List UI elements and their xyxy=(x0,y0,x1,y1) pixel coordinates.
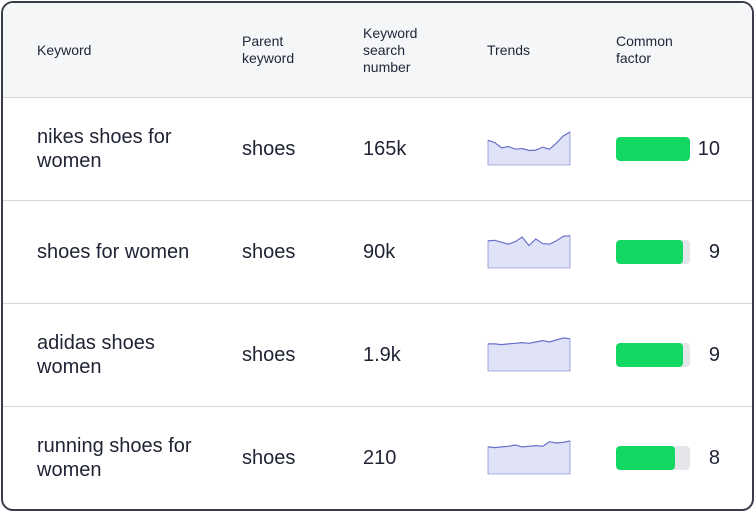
common-factor-cell: 8 xyxy=(616,407,726,509)
parent-keyword-cell: shoes xyxy=(242,343,296,366)
trend-line xyxy=(487,131,571,152)
common-factor-bar-fill xyxy=(616,446,676,470)
trend-cell xyxy=(487,98,571,200)
trend-sparkline xyxy=(487,235,571,269)
column-header-trends[interactable]: Trends xyxy=(487,41,531,58)
parent-keyword-cell: shoes xyxy=(242,137,296,160)
common-factor-cell: 10 xyxy=(616,98,726,200)
trend-line xyxy=(487,235,571,247)
trend-sparkline xyxy=(487,440,571,475)
trend-cell xyxy=(487,304,571,406)
keyword-cell: nikes shoes for women xyxy=(37,126,172,172)
search-number-cell: 210 xyxy=(363,446,397,469)
common-factor-cell: 9 xyxy=(616,304,726,406)
table-row[interactable]: adidas shoes women shoes 1.9k 9 xyxy=(3,304,752,407)
common-factor-cell: 9 xyxy=(616,201,726,303)
common-factor-value: 10 xyxy=(697,137,720,160)
trend-area xyxy=(487,131,571,166)
table-header: Keyword Parent keyword Keyword search nu… xyxy=(3,3,752,98)
common-factor-value: 9 xyxy=(708,343,720,366)
keyword-cell: adidas shoes women xyxy=(37,332,155,378)
search-number-cell: 165k xyxy=(363,137,407,160)
keyword-cell: shoes for women xyxy=(37,241,190,263)
trend-line xyxy=(488,337,571,346)
column-header-keyword[interactable]: Keyword xyxy=(37,41,92,58)
common-factor-bar-fill xyxy=(616,240,683,264)
table-row[interactable]: shoes for women shoes 90k 9 xyxy=(3,201,752,304)
keyword-cell: running shoes for women xyxy=(37,435,192,481)
search-number-cell: 90k xyxy=(363,240,396,263)
table-row[interactable]: running shoes for women shoes 210 8 xyxy=(3,407,752,509)
trend-sparkline xyxy=(487,131,571,166)
trend-cell xyxy=(487,201,571,303)
trend-cell xyxy=(487,407,571,509)
common-factor-bar xyxy=(616,343,690,367)
common-factor-bar xyxy=(616,240,690,264)
common-factor-bar xyxy=(616,446,690,470)
column-header-search-number[interactable]: Keyword search number xyxy=(363,24,418,75)
parent-keyword-cell: shoes xyxy=(242,446,296,469)
column-header-common-factor[interactable]: Common factor xyxy=(616,33,673,66)
common-factor-value: 9 xyxy=(708,240,720,263)
common-factor-bar-fill xyxy=(616,343,683,367)
search-number-cell: 1.9k xyxy=(363,343,401,366)
common-factor-value: 8 xyxy=(708,446,720,469)
common-factor-bar-fill xyxy=(616,137,690,161)
parent-keyword-cell: shoes xyxy=(242,240,296,263)
trend-line xyxy=(487,440,571,449)
column-header-parent-keyword[interactable]: Parent keyword xyxy=(242,33,295,66)
table-row[interactable]: nikes shoes for women shoes 165k 10 xyxy=(3,98,752,201)
common-factor-bar xyxy=(616,137,690,161)
trend-sparkline xyxy=(487,337,571,372)
